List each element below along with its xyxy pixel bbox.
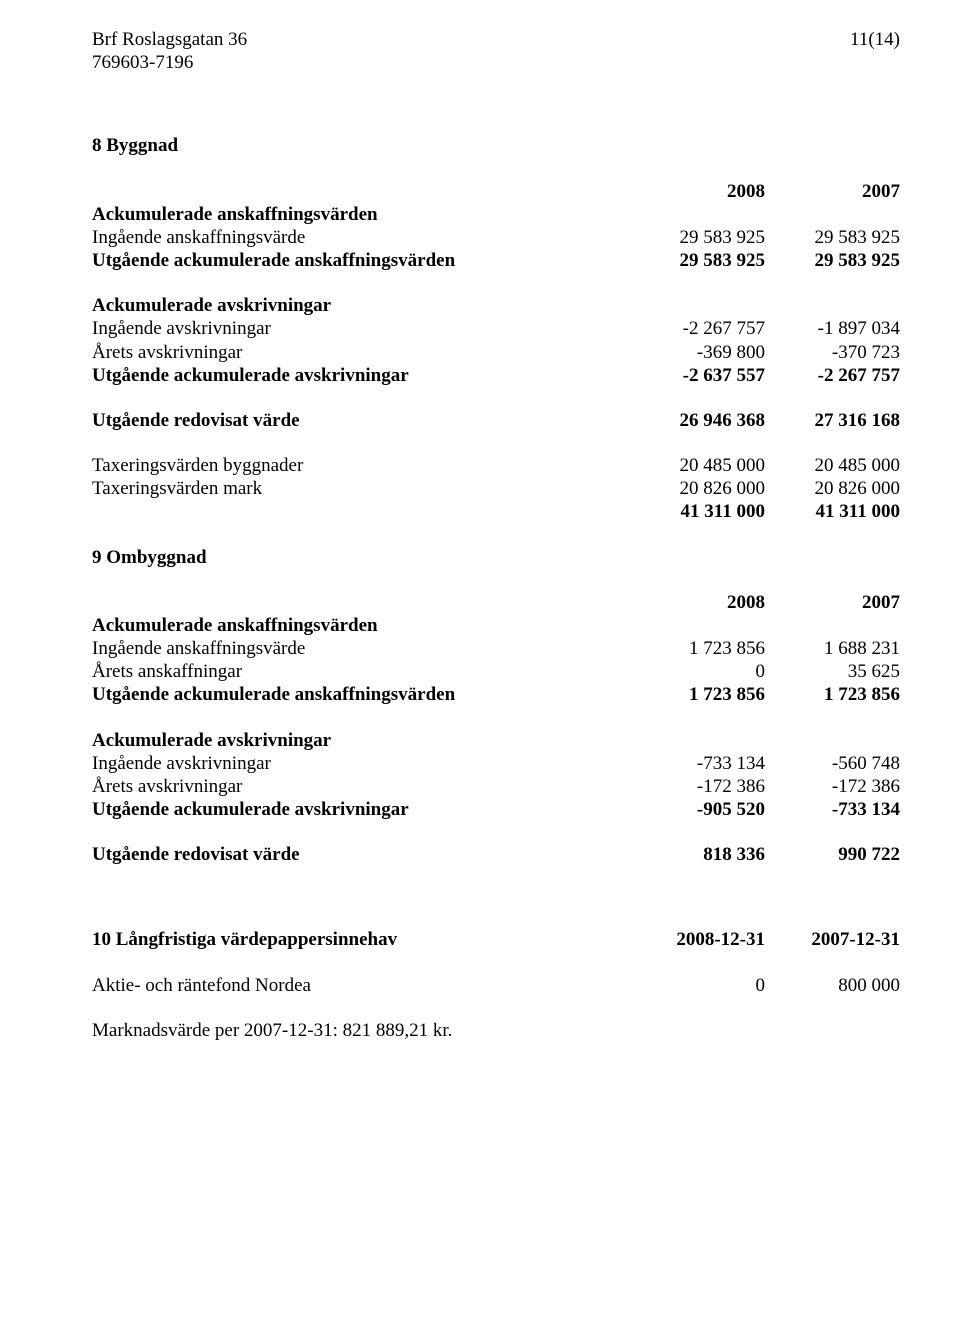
row-col-1: -733 134 (630, 752, 765, 775)
note9-dep-rows: Ingående avskrivningar-733 134-560 748År… (92, 752, 900, 822)
org-number: 769603-7196 (92, 51, 247, 74)
table-row: Aktie- och räntefond Nordea0800 000 (92, 974, 900, 997)
empty-label (92, 591, 630, 614)
note10-rows: Aktie- och räntefond Nordea0800 000 (92, 974, 900, 997)
empty-label (92, 180, 630, 203)
row-col-1: 29 583 925 (630, 226, 765, 249)
row-col-2: 1 723 856 (765, 683, 900, 706)
row-col-2: -560 748 (765, 752, 900, 775)
row-label: Aktie- och räntefond Nordea (92, 974, 630, 997)
note9-year2: 2007 (765, 591, 900, 614)
row-col-2: -1 897 034 (765, 317, 900, 340)
row-col-1: 41 311 000 (630, 500, 765, 523)
note10-year1: 2008-12-31 (630, 928, 765, 951)
table-row: Utgående ackumulerade avskrivningar-2 63… (92, 364, 900, 387)
note9-bookvalue-c1: 818 336 (630, 843, 765, 866)
row-col-2: -172 386 (765, 775, 900, 798)
row-label: Årets anskaffningar (92, 660, 630, 683)
note10-year2: 2007-12-31 (765, 928, 900, 951)
row-col-1: -2 637 557 (630, 364, 765, 387)
row-label (92, 500, 630, 523)
row-col-1: 1 723 856 (630, 683, 765, 706)
note8-bookvalue-c1: 26 946 368 (630, 409, 765, 432)
row-col-1: 1 723 856 (630, 637, 765, 660)
table-row: Årets avskrivningar-172 386-172 386 (92, 775, 900, 798)
note8-bookvalue-label: Utgående redovisat värde (92, 409, 630, 432)
row-label: Årets avskrivningar (92, 341, 630, 364)
row-label: Ingående avskrivningar (92, 317, 630, 340)
row-label: Utgående ackumulerade avskrivningar (92, 364, 630, 387)
row-label: Taxeringsvärden mark (92, 477, 630, 500)
note8-tax-rows: Taxeringsvärden byggnader20 485 00020 48… (92, 454, 900, 524)
row-col-2: 35 625 (765, 660, 900, 683)
row-col-1: -2 267 757 (630, 317, 765, 340)
note9-acq-rows: Ingående anskaffningsvärde1 723 8561 688… (92, 637, 900, 707)
row-label: Årets avskrivningar (92, 775, 630, 798)
note10-footnote: Marknadsvärde per 2007-12-31: 821 889,21… (92, 1019, 900, 1042)
table-row: Ingående anskaffningsvärde1 723 8561 688… (92, 637, 900, 660)
note8-year1: 2008 (630, 180, 765, 203)
note8-dep-rows: Ingående avskrivningar-2 267 757-1 897 0… (92, 317, 900, 387)
note10-title: 10 Långfristiga värdepappersinnehav (92, 928, 630, 951)
row-label: Taxeringsvärden byggnader (92, 454, 630, 477)
row-col-2: 29 583 925 (765, 226, 900, 249)
row-col-1: -369 800 (630, 341, 765, 364)
note9-acq-heading: Ackumulerade anskaffningsvärden (92, 614, 900, 637)
note9-bookvalue-label: Utgående redovisat värde (92, 843, 630, 866)
row-label: Utgående ackumulerade anskaffningsvärden (92, 249, 630, 272)
row-col-1: -172 386 (630, 775, 765, 798)
row-col-2: -733 134 (765, 798, 900, 821)
table-row: Ingående anskaffningsvärde29 583 92529 5… (92, 226, 900, 249)
note9-title: 9 Ombyggnad (92, 546, 900, 569)
row-col-2: 29 583 925 (765, 249, 900, 272)
note9-year1: 2008 (630, 591, 765, 614)
table-row: 41 311 00041 311 000 (92, 500, 900, 523)
table-row: Taxeringsvärden mark20 826 00020 826 000 (92, 477, 900, 500)
table-row: Utgående ackumulerade anskaffningsvärden… (92, 249, 900, 272)
row-label: Ingående avskrivningar (92, 752, 630, 775)
note8-acq-heading: Ackumulerade anskaffningsvärden (92, 203, 900, 226)
note8-acq-rows: Ingående anskaffningsvärde29 583 92529 5… (92, 226, 900, 272)
note9-bookvalue-c2: 990 722 (765, 843, 900, 866)
table-row: Ingående avskrivningar-2 267 757-1 897 0… (92, 317, 900, 340)
table-row: Ingående avskrivningar-733 134-560 748 (92, 752, 900, 775)
row-label: Utgående ackumulerade avskrivningar (92, 798, 630, 821)
row-col-1: 0 (630, 660, 765, 683)
row-col-1: 20 826 000 (630, 477, 765, 500)
row-col-2: -370 723 (765, 341, 900, 364)
row-col-2: 20 485 000 (765, 454, 900, 477)
org-name: Brf Roslagsgatan 36 (92, 28, 247, 51)
row-col-1: 29 583 925 (630, 249, 765, 272)
row-col-1: 0 (630, 974, 765, 997)
table-row: Taxeringsvärden byggnader20 485 00020 48… (92, 454, 900, 477)
table-row: Utgående ackumulerade anskaffningsvärden… (92, 683, 900, 706)
note8-dep-heading: Ackumulerade avskrivningar (92, 294, 900, 317)
table-row: Årets anskaffningar035 625 (92, 660, 900, 683)
note8-year2: 2007 (765, 180, 900, 203)
row-col-1: 20 485 000 (630, 454, 765, 477)
row-col-2: 20 826 000 (765, 477, 900, 500)
row-col-2: 1 688 231 (765, 637, 900, 660)
note8-title: 8 Byggnad (92, 134, 900, 157)
row-label: Ingående anskaffningsvärde (92, 637, 630, 660)
table-row: Årets avskrivningar-369 800-370 723 (92, 341, 900, 364)
row-col-2: 41 311 000 (765, 500, 900, 523)
row-label: Ingående anskaffningsvärde (92, 226, 630, 249)
table-row: Utgående ackumulerade avskrivningar-905 … (92, 798, 900, 821)
note8-bookvalue-c2: 27 316 168 (765, 409, 900, 432)
row-col-2: -2 267 757 (765, 364, 900, 387)
page-number: 11(14) (850, 28, 900, 74)
row-label: Utgående ackumulerade anskaffningsvärden (92, 683, 630, 706)
note9-dep-heading: Ackumulerade avskrivningar (92, 729, 900, 752)
row-col-1: -905 520 (630, 798, 765, 821)
row-col-2: 800 000 (765, 974, 900, 997)
